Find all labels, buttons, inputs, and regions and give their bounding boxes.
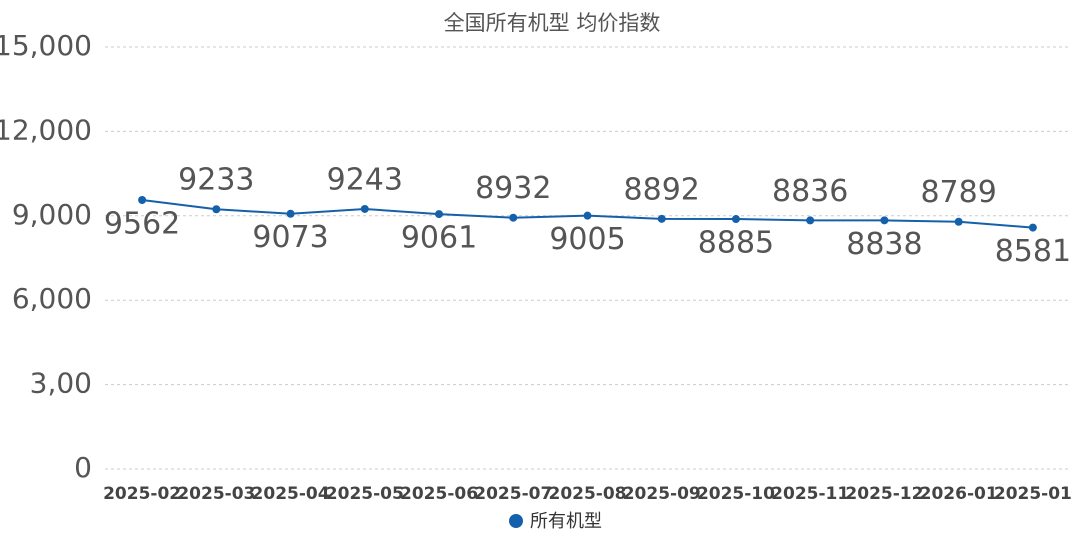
y-tick-label: 3,00 [30,367,92,400]
data-label: 8885 [698,226,774,261]
x-tick-label: 2026-01 [920,484,998,504]
x-tick-label: 2025-01 [994,484,1072,504]
data-label: 9233 [178,163,254,198]
x-tick-label: 2025-06 [400,484,478,504]
x-tick-label: 2025-04 [252,484,330,504]
point [509,213,518,222]
x-tick-label: 2025-09 [623,484,701,504]
data-label: 9562 [104,206,180,241]
y-tick-label: 15,000 [0,29,92,62]
x-tick-label: 2025-12 [845,484,923,504]
data-label: 9005 [549,222,625,257]
x-tick-label: 2025-02 [103,484,181,504]
x-tick-label: 2025-05 [326,484,404,504]
point [212,205,221,214]
x-tick-label: 2025-03 [177,484,255,504]
data-label: 8838 [846,227,922,262]
chart-title: 全国所有机型 均价指数 [444,11,661,35]
data-label: 9061 [401,221,477,256]
x-tick-label: 2025-10 [697,484,775,504]
point [583,211,592,220]
data-label: 8932 [475,171,551,206]
y-tick-label: 12,000 [0,113,92,146]
x-tick-label: 2025-08 [548,484,626,504]
data-label: 8789 [920,175,996,210]
point [286,209,295,218]
y-tick-label: 9,000 [12,198,92,231]
y-tick-label: 0 [74,451,92,484]
data-label: 8581 [995,234,1071,269]
point [360,204,369,213]
point [731,215,740,224]
data-label: 8836 [772,174,848,209]
x-tick-label: 2025-07 [474,484,552,504]
point [138,195,147,204]
point [880,216,889,225]
x-tick-label: 2025-11 [771,484,849,504]
data-label: 9243 [327,162,403,197]
point [1028,223,1037,232]
point [954,217,963,226]
point [806,216,815,225]
point [657,214,666,223]
data-label: 9073 [252,220,328,255]
y-tick-label: 6,000 [12,282,92,315]
data-label: 8892 [624,172,700,207]
point [435,210,444,219]
legend-marker [509,514,523,528]
legend-label: 所有机型 [530,511,602,532]
